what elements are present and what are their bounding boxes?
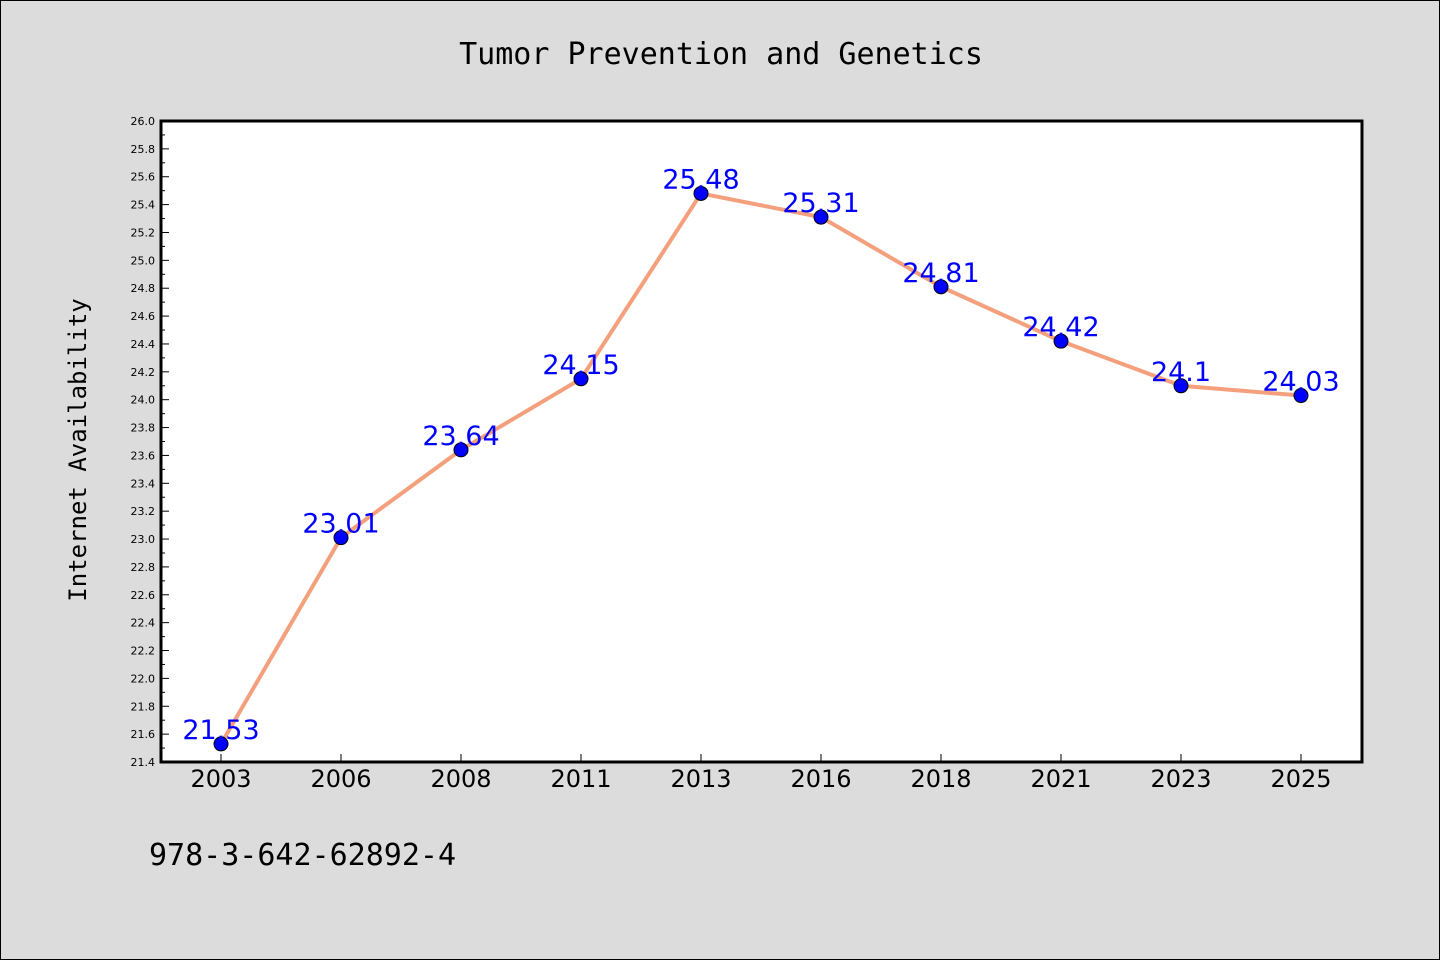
data-label: 24.81	[902, 258, 979, 289]
y-tick-label: 24.4	[131, 338, 156, 351]
data-label: 25.48	[662, 164, 739, 195]
data-point	[1053, 333, 1069, 349]
chart-title: Tumor Prevention and Genetics	[459, 37, 983, 72]
y-tick-label: 22.4	[131, 617, 156, 630]
data-series	[213, 185, 1309, 752]
x-tick-label: 2013	[670, 765, 731, 793]
y-tick-label: 22.6	[131, 589, 156, 602]
y-axis: 21.4 21.6 21.8 22.0 22.2 22.4 22.6 22.8 23.0 23.2…	[131, 115, 169, 769]
y-tick-label: 23.4	[131, 477, 156, 490]
x-tick-label: 2018	[910, 765, 971, 793]
series-line	[219, 191, 1302, 745]
x-tick-label: 2021	[1030, 765, 1091, 793]
y-tick-label: 25.6	[131, 171, 156, 184]
y-tick-label: 21.6	[131, 728, 156, 741]
data-point	[1173, 378, 1189, 394]
y-tick-label: 21.4	[131, 756, 156, 769]
y-tick-label: 24.8	[131, 282, 156, 295]
y-tick-label: 23.6	[131, 449, 156, 462]
x-tick-label: 2006	[310, 765, 371, 793]
data-point	[333, 530, 349, 546]
data-label: 23.64	[422, 421, 499, 452]
y-tick-label: 22.0	[131, 672, 156, 685]
y-tick-label: 22.2	[131, 645, 156, 658]
data-point	[453, 442, 469, 458]
plot-border	[159, 119, 1364, 764]
data-label: 21.53	[182, 715, 259, 746]
plot-area	[161, 121, 1362, 762]
x-tick-label: 2008	[430, 765, 491, 793]
y-tick-label: 26.0	[131, 115, 156, 128]
y-tick-label: 23.2	[131, 505, 156, 518]
y-tick-label: 25.2	[131, 226, 156, 239]
y-tick-label: 24.6	[131, 310, 156, 323]
data-label: 23.01	[302, 509, 379, 540]
y-axis-label: Internet Availability	[64, 298, 92, 601]
data-point	[933, 279, 949, 295]
data-label: 24.42	[1022, 312, 1099, 343]
y-tick-label: 23.8	[131, 422, 156, 435]
data-point	[573, 371, 589, 387]
data-point	[693, 185, 709, 201]
x-tick-label: 2025	[1270, 765, 1331, 793]
x-axis: 2003 2006 2008 2011 2013 2016 2018 2021 2023 2025	[190, 754, 1332, 793]
y-tick-label: 25.0	[131, 254, 156, 267]
y-tick-label: 23.0	[131, 533, 156, 546]
footnote: 978-3-642-62892-4	[149, 838, 456, 873]
y-tick-label: 21.8	[131, 700, 156, 713]
x-tick-label: 2016	[790, 765, 851, 793]
x-tick-label: 2023	[1150, 765, 1211, 793]
data-point	[1293, 388, 1309, 404]
x-tick-label: 2003	[190, 765, 251, 793]
data-label: 25.31	[782, 188, 859, 219]
y-tick-label: 22.8	[131, 561, 156, 574]
data-labels: 21.53 23.01 23.64 24.15 25.48 25.31 24.81 24.42…	[182, 164, 1339, 745]
y-tick-label: 25.8	[131, 143, 156, 156]
data-label: 24.1	[1151, 357, 1211, 388]
data-label: 24.15	[542, 350, 619, 381]
data-label: 24.03	[1262, 367, 1339, 398]
y-tick-label: 24.0	[131, 394, 156, 407]
data-point	[813, 209, 829, 225]
y-tick-label: 24.2	[131, 366, 156, 379]
x-tick-label: 2011	[550, 765, 611, 793]
data-point	[213, 736, 229, 752]
y-tick-label: 25.4	[131, 199, 156, 212]
